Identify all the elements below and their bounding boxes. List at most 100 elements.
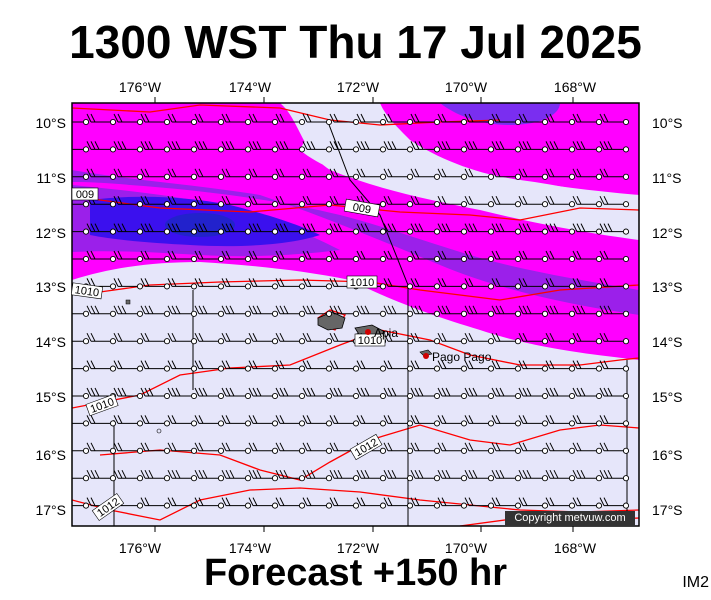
wind-barb bbox=[545, 141, 576, 153]
wind-barb bbox=[167, 278, 198, 290]
wind-barb bbox=[302, 360, 333, 372]
wind-barb bbox=[356, 305, 387, 317]
wind-barb bbox=[248, 223, 279, 235]
wind-barb bbox=[167, 250, 198, 263]
wind-barb bbox=[329, 469, 360, 482]
wind-barb bbox=[194, 223, 225, 235]
wind-barb bbox=[572, 387, 603, 400]
wind-barb bbox=[275, 223, 306, 235]
wind-barb bbox=[518, 223, 549, 235]
isobar-label: 009 bbox=[71, 187, 99, 201]
wind-barb bbox=[491, 497, 522, 509]
isobar-1012-south bbox=[72, 487, 639, 521]
wind-barb bbox=[599, 305, 630, 317]
lon-label: 172°W bbox=[337, 540, 380, 556]
wind-barb bbox=[545, 223, 576, 235]
wind-barb bbox=[599, 497, 630, 509]
wind-barb bbox=[464, 250, 495, 263]
wind-barb bbox=[599, 113, 630, 126]
niuafoou-island bbox=[125, 299, 131, 305]
wind-barb bbox=[572, 141, 603, 153]
wind-barb bbox=[140, 332, 171, 345]
wind-barb bbox=[491, 415, 522, 427]
wind-barb bbox=[167, 332, 198, 345]
lat-label: 15°S bbox=[652, 389, 683, 405]
wind-barb bbox=[572, 415, 603, 427]
rain-band-violet bbox=[72, 170, 639, 315]
wind-barb bbox=[464, 141, 495, 153]
wind-barb bbox=[302, 278, 333, 290]
wind-barb bbox=[140, 141, 171, 153]
wind-barb bbox=[464, 113, 495, 126]
wind-barb bbox=[140, 360, 171, 372]
wind-barb bbox=[113, 278, 144, 290]
wind-barb bbox=[72, 201, 90, 208]
wind-barb bbox=[140, 387, 171, 400]
svg-text:1010: 1010 bbox=[74, 284, 100, 299]
wind-barb bbox=[194, 168, 225, 180]
wind-barb bbox=[491, 250, 522, 263]
wind-barb bbox=[437, 497, 468, 509]
wind-barb bbox=[248, 442, 279, 454]
wind-barbs bbox=[72, 113, 630, 509]
wind-barb bbox=[437, 305, 468, 317]
wind-barb bbox=[437, 223, 468, 235]
wind-barb bbox=[410, 278, 441, 290]
trough-lines bbox=[113, 121, 628, 526]
wind-barb bbox=[383, 141, 414, 153]
wind-barb bbox=[72, 338, 90, 345]
wind-barb bbox=[86, 305, 117, 317]
wind-barb bbox=[356, 469, 387, 482]
wind-barb bbox=[437, 360, 468, 372]
wind-barb bbox=[545, 168, 576, 180]
wind-barb bbox=[518, 278, 549, 290]
wind-barb bbox=[140, 278, 171, 290]
wind-barb bbox=[140, 250, 171, 263]
lat-label: 13°S bbox=[652, 279, 683, 295]
wind-barb bbox=[329, 305, 360, 317]
wind-barb bbox=[410, 141, 441, 153]
wind-barb bbox=[113, 415, 144, 427]
wind-barb bbox=[140, 305, 171, 317]
wind-barb bbox=[140, 168, 171, 180]
wind-barb bbox=[248, 415, 279, 427]
wind-barb bbox=[410, 497, 441, 509]
wind-barb bbox=[302, 497, 333, 509]
svg-text:1010: 1010 bbox=[358, 335, 382, 347]
small-island bbox=[156, 428, 162, 434]
wind-barb bbox=[275, 469, 306, 482]
wind-barb bbox=[545, 278, 576, 290]
wind-barb bbox=[572, 442, 603, 454]
lon-label: 176°W bbox=[119, 540, 162, 556]
wind-barb bbox=[491, 360, 522, 372]
wind-barb bbox=[167, 113, 198, 126]
isobar-label: 1010 bbox=[354, 333, 386, 347]
wind-barb bbox=[221, 415, 252, 427]
wind-barb bbox=[113, 469, 144, 482]
wind-barb bbox=[221, 387, 252, 400]
wind-barb bbox=[437, 387, 468, 400]
wind-barb bbox=[72, 146, 90, 153]
wind-barb bbox=[167, 195, 198, 208]
wind-barb bbox=[72, 392, 90, 400]
wind-barb bbox=[464, 305, 495, 317]
wind-barb bbox=[491, 195, 522, 208]
wind-barb bbox=[329, 360, 360, 372]
wind-barb bbox=[140, 415, 171, 427]
wind-barb bbox=[140, 223, 171, 235]
wind-barb bbox=[464, 442, 495, 454]
wind-barb bbox=[491, 332, 522, 345]
wind-barb bbox=[383, 360, 414, 372]
wind-barb bbox=[194, 387, 225, 400]
lon-label: 168°W bbox=[554, 540, 597, 556]
wind-barb bbox=[140, 195, 171, 208]
wind-barb bbox=[167, 168, 198, 180]
wind-barb bbox=[167, 469, 198, 482]
wind-barb bbox=[491, 387, 522, 400]
wind-barb bbox=[248, 332, 279, 345]
wind-barb bbox=[72, 502, 90, 509]
wind-barb bbox=[194, 250, 225, 263]
wind-barb bbox=[248, 469, 279, 482]
lat-label: 14°S bbox=[652, 334, 683, 350]
wind-barb bbox=[140, 113, 171, 126]
